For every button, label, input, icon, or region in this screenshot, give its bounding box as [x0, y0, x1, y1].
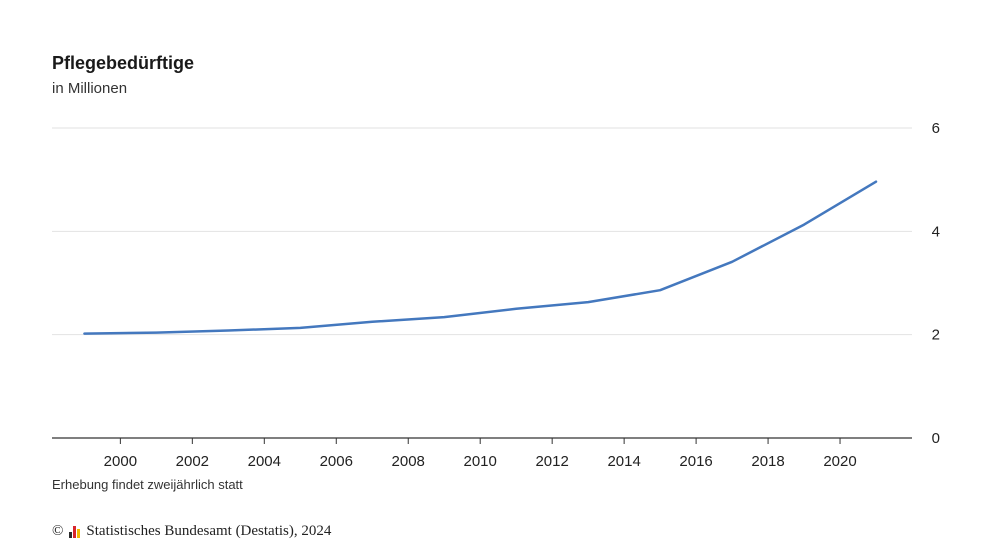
x-tick-label: 2006	[320, 453, 353, 470]
x-tick-label: 2008	[392, 453, 425, 470]
destatis-logo-icon	[69, 525, 81, 538]
chart-title: Pflegebedürftige	[52, 53, 195, 73]
y-tick-label: 4	[932, 223, 940, 240]
x-tick-label: 2014	[607, 453, 640, 470]
copyright-symbol: ©	[52, 523, 64, 539]
source-text: Statistisches Bundesamt (Destatis), 2024	[86, 523, 332, 539]
x-tick-label: 2020	[823, 453, 856, 470]
y-tick-label: 2	[932, 327, 940, 344]
y-tick-label: 6	[932, 120, 940, 137]
x-tick-label: 2010	[464, 453, 497, 470]
x-tick-label: 2012	[535, 453, 568, 470]
x-tick-label: 2018	[751, 453, 784, 470]
chart-note: Erhebung findet zweijährlich statt	[52, 477, 243, 492]
series-line-0	[83, 180, 878, 335]
x-tick-label: 2002	[176, 453, 209, 470]
x-tick-label: 2016	[679, 453, 712, 470]
source-line: © Statistisches Bundesamt (Destatis), 20…	[52, 523, 331, 540]
y-tick-label: 0	[932, 430, 940, 447]
chart-subtitle: in Millionen	[52, 80, 128, 97]
x-tick-label: 2000	[104, 453, 137, 470]
x-tick-label: 2004	[248, 453, 281, 470]
